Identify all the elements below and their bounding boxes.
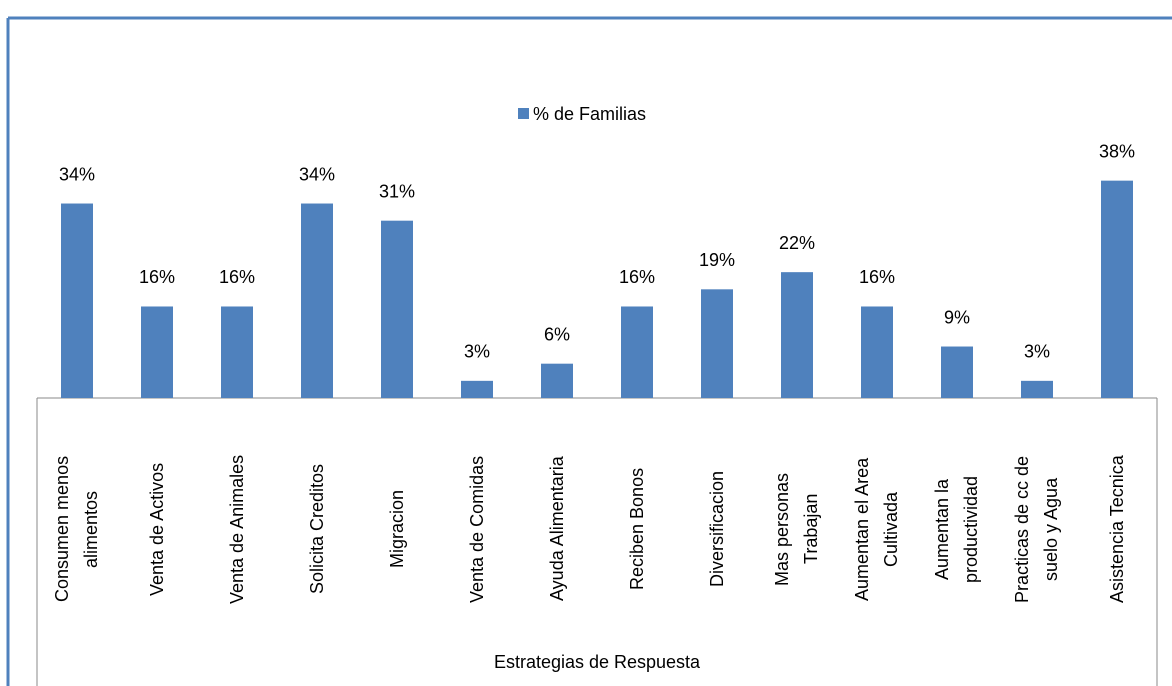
x-tick-label: Venta de Activos <box>146 462 167 596</box>
legend-label: % de Familias <box>533 104 646 124</box>
data-label: 16% <box>859 267 895 287</box>
bar <box>461 380 493 398</box>
data-label: 16% <box>219 267 255 287</box>
bar <box>541 363 573 398</box>
x-tick-label: Aumentan la productividad <box>932 475 981 583</box>
x-tick-label: Venta de Comidas <box>466 455 487 603</box>
x-tick-label: Diversificacion <box>706 470 727 588</box>
x-tick-label-box: Venta de Comidas <box>437 404 517 654</box>
x-tick-label-box: Consumen menos alimentos <box>37 404 117 654</box>
bar <box>61 203 93 398</box>
bar <box>221 306 253 398</box>
x-tick-label: Aumentan el Area Cultivada <box>852 457 901 601</box>
x-tick-label-box: Solicita Creditos <box>277 404 357 654</box>
x-tick-label: Reciben Bonos <box>626 467 647 591</box>
data-label: 16% <box>139 267 175 287</box>
bar <box>1101 180 1133 398</box>
data-label: 6% <box>544 324 570 344</box>
bar <box>941 346 973 398</box>
data-label: 22% <box>779 233 815 253</box>
x-tick-label-box: Practicas de cc de suelo y Agua <box>997 404 1077 654</box>
data-label: 34% <box>299 164 335 184</box>
data-label: 3% <box>464 342 490 362</box>
bar <box>861 306 893 398</box>
x-tick-label-box: Aumentan la productividad <box>917 404 997 654</box>
data-label: 34% <box>59 164 95 184</box>
bar <box>141 306 173 398</box>
x-tick-label: Mas personas Trabajan <box>772 472 821 586</box>
x-tick-label-box: Ayuda Alimentaria <box>517 404 597 654</box>
x-tick-label-box: Migracion <box>357 404 437 654</box>
bar <box>621 306 653 398</box>
x-tick-label: Consumen menos alimentos <box>52 455 101 603</box>
x-axis-title: Estrategias de Respuesta <box>494 652 701 672</box>
x-tick-label: Practicas de cc de suelo y Agua <box>1012 455 1061 603</box>
x-tick-label-box: Aumentan el Area Cultivada <box>837 404 917 654</box>
legend-swatch <box>518 108 529 119</box>
x-tick-label: Ayuda Alimentaria <box>546 456 567 602</box>
x-tick-label: Venta de Animales <box>226 454 247 604</box>
x-tick-label-box: Asistencia Tecnica <box>1077 404 1157 654</box>
x-tick-label: Asistencia Tecnica <box>1106 455 1127 603</box>
data-label: 16% <box>619 267 655 287</box>
x-tick-label: Solicita Creditos <box>306 463 327 595</box>
x-tick-label: Migracion <box>386 489 407 569</box>
data-label: 38% <box>1099 141 1135 161</box>
x-tick-label-box: Reciben Bonos <box>597 404 677 654</box>
bar <box>701 289 733 398</box>
x-tick-label-box: Mas personas Trabajan <box>757 404 837 654</box>
data-label: 9% <box>944 307 970 327</box>
bar <box>1021 380 1053 398</box>
bar <box>381 220 413 398</box>
bar <box>301 203 333 398</box>
data-label: 31% <box>379 181 415 201</box>
data-label: 19% <box>699 250 735 270</box>
bar <box>781 272 813 398</box>
data-label: 3% <box>1024 342 1050 362</box>
x-tick-label-box: Venta de Animales <box>197 404 277 654</box>
x-tick-label-box: Venta de Activos <box>117 404 197 654</box>
x-tick-label-box: Diversificacion <box>677 404 757 654</box>
